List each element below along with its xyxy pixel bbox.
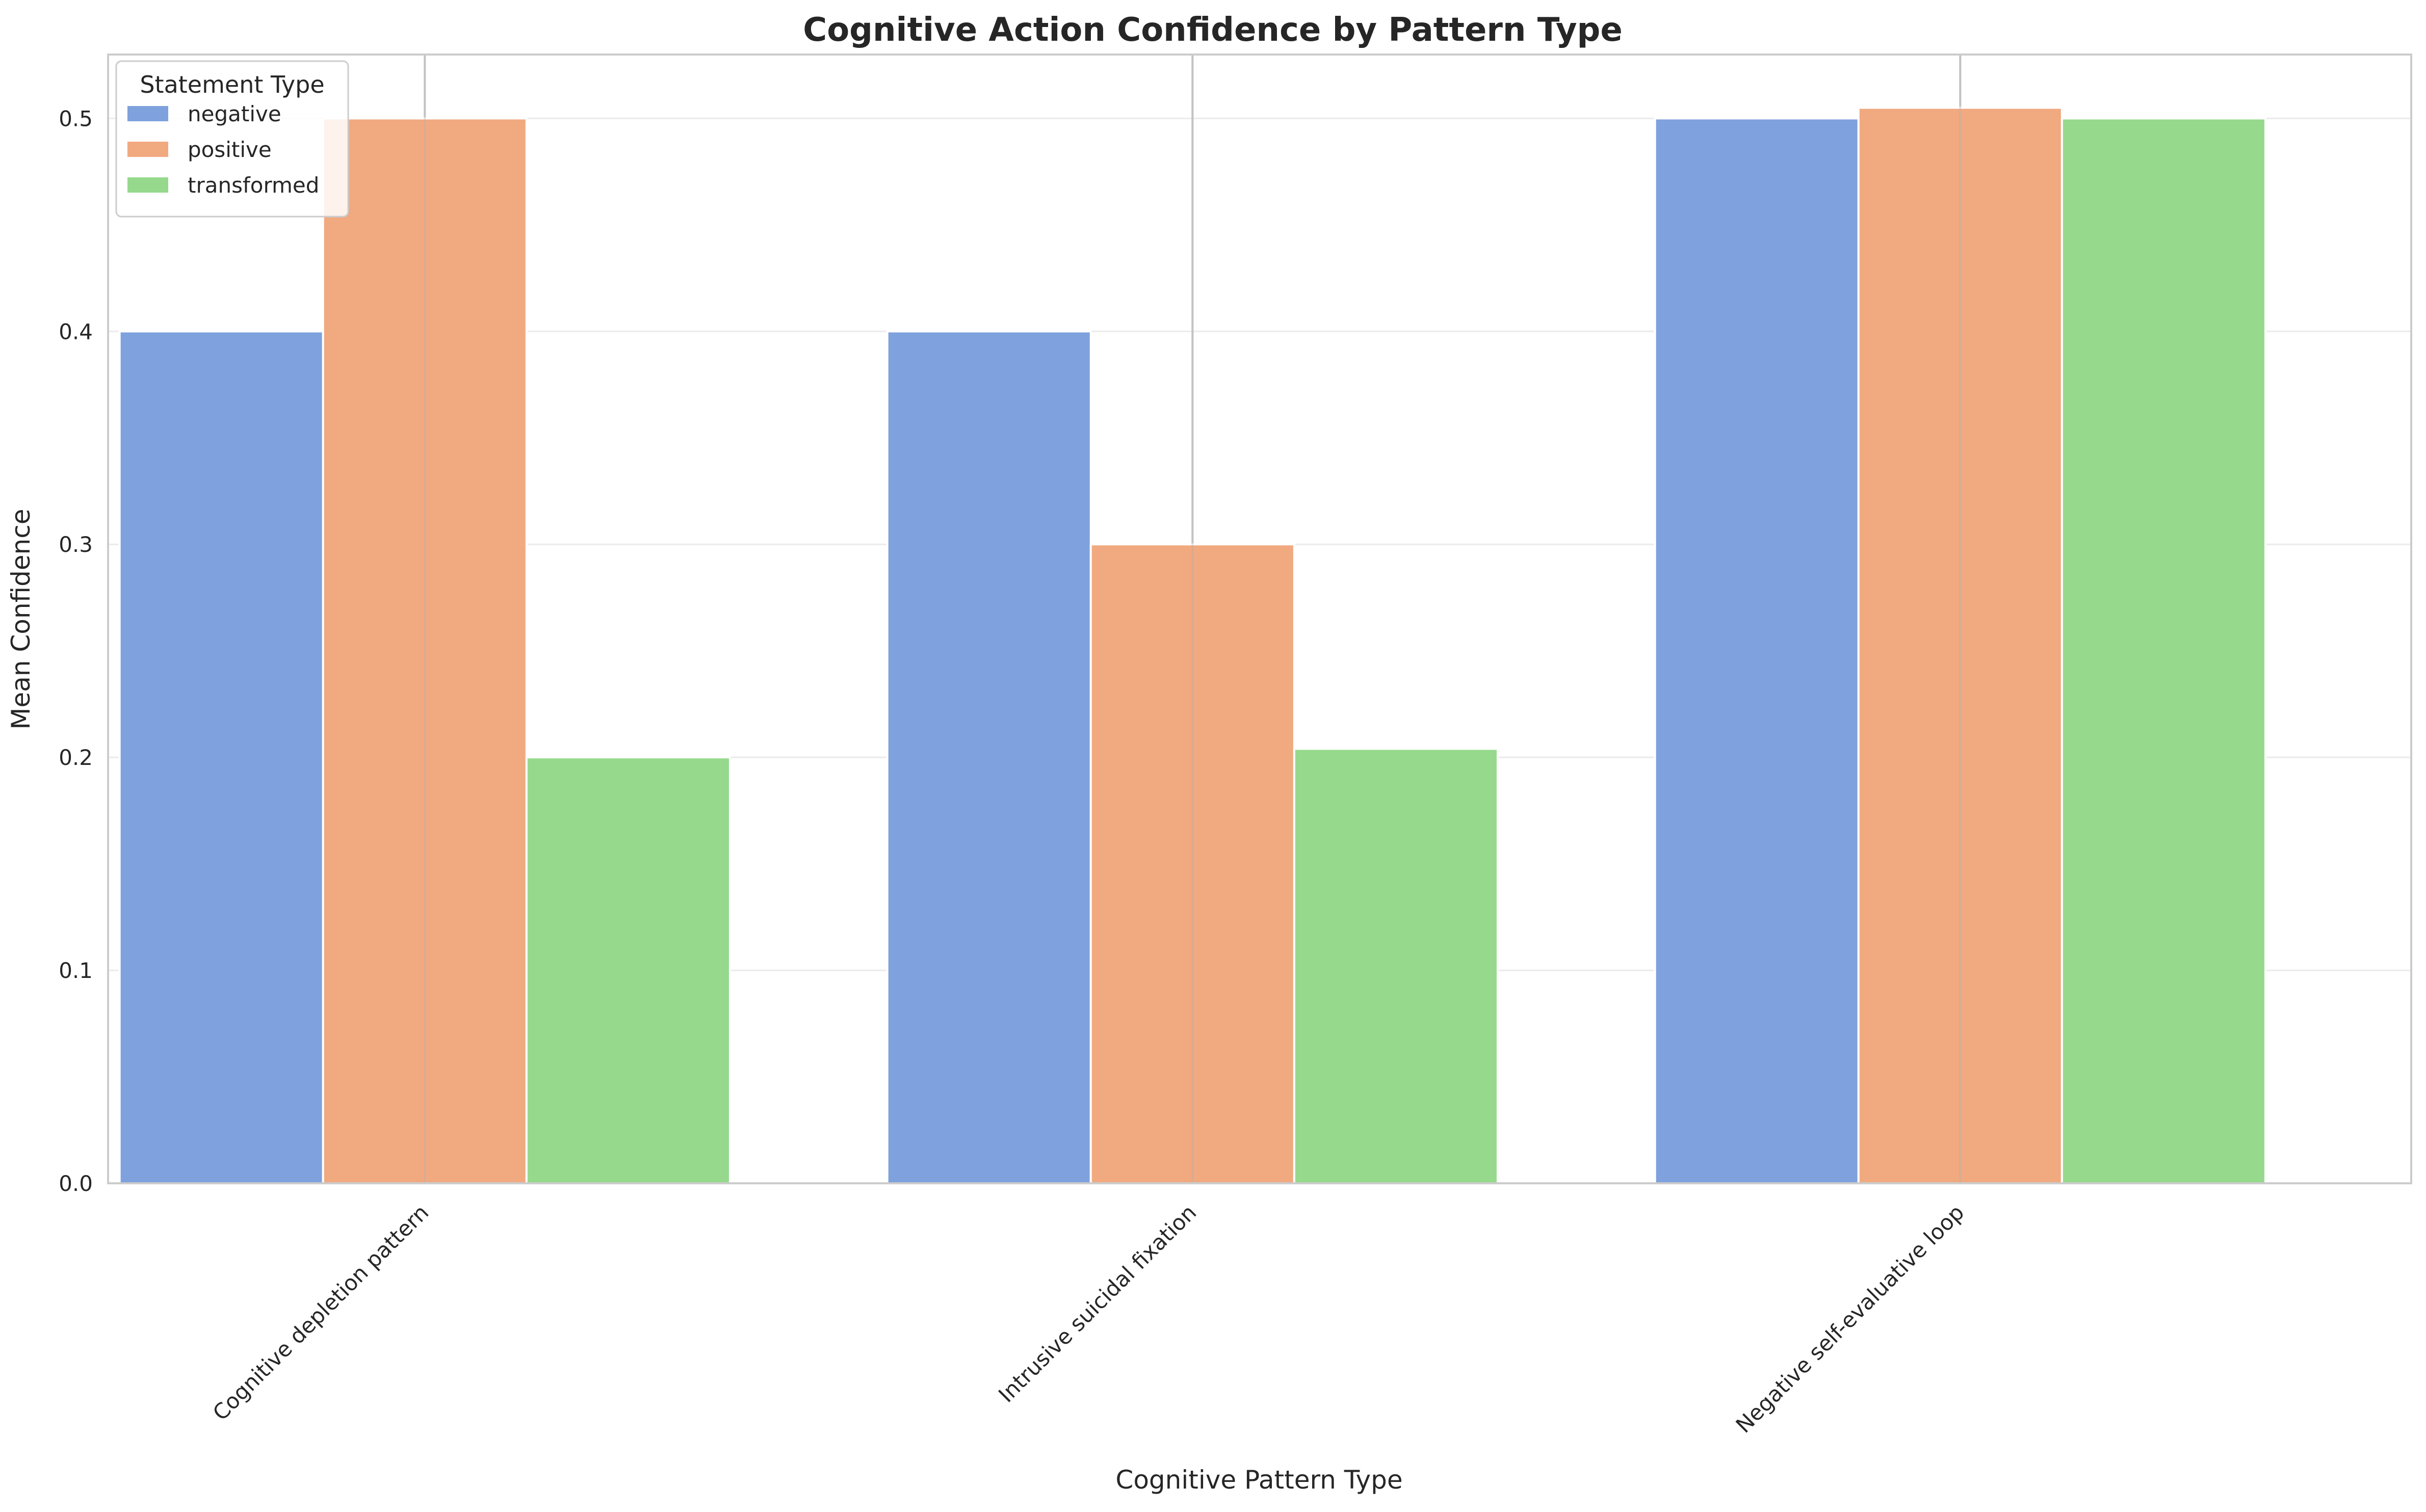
legend-swatch-negative: [127, 106, 168, 121]
y-ticks: 0.0 0.1 0.2 0.3 0.4 0.5: [59, 106, 93, 1196]
y-tick-label: 0.1: [59, 958, 93, 983]
chart-title: Cognitive Action Confidence by Pattern T…: [803, 11, 1623, 49]
x-axis-label: Cognitive Pattern Type: [1115, 1465, 1402, 1495]
bar-negative: [1654, 117, 1860, 1184]
legend-title: Statement Type: [140, 71, 324, 98]
y-axis-label: Mean Confidence: [6, 509, 36, 729]
bar-negative: [886, 330, 1092, 1184]
legend: Statement Type negative positive transforme…: [115, 60, 349, 218]
bar-negative: [118, 330, 324, 1184]
y-tick-label: 0.5: [59, 106, 93, 131]
plot-frame: [107, 54, 2412, 1184]
y-tick-label: 0.0: [59, 1171, 93, 1196]
legend-label-negative: negative: [188, 101, 281, 126]
legend-swatch-transformed: [127, 177, 168, 193]
y-tick-label: 0.4: [59, 319, 93, 344]
bar-transformed: [1293, 748, 1499, 1184]
bar-positive: [322, 117, 528, 1184]
legend-label-positive: positive: [188, 137, 272, 162]
bar-transformed: [525, 756, 731, 1185]
bars: [118, 55, 2266, 1185]
bar-positive: [1089, 543, 1295, 1184]
legend-label-transformed: transformed: [188, 173, 319, 198]
y-tick-label: 0.3: [59, 532, 93, 557]
legend-swatch-positive: [127, 142, 168, 157]
bar-transformed: [2060, 117, 2266, 1184]
bar-positive: [1857, 107, 2063, 1184]
legend-box: [115, 60, 349, 218]
y-tick-label: 0.2: [59, 745, 93, 770]
